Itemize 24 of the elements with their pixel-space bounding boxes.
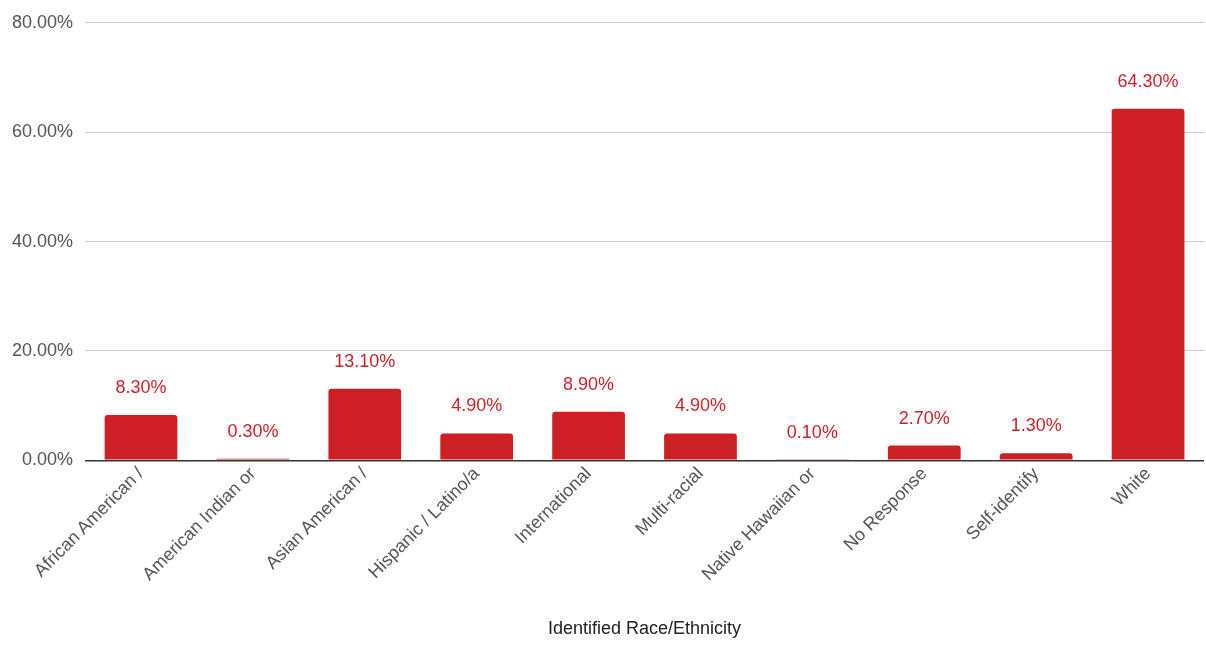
data-label: 8.90% (563, 373, 615, 394)
data-label: 4.90% (451, 395, 503, 416)
bar (440, 433, 514, 460)
y-tick-label: 40.00% (11, 230, 74, 251)
y-tick-label: 60.00% (11, 121, 74, 142)
bar (664, 433, 737, 460)
data-label: 13.10% (334, 350, 396, 371)
bar (328, 388, 402, 460)
data-label: 64.30% (1117, 70, 1179, 91)
data-label: 4.90% (674, 395, 726, 416)
y-tick-label: 80.00% (11, 11, 74, 32)
bar (887, 445, 961, 460)
data-label: 0.30% (227, 420, 279, 441)
y-tick-label: 20.00% (11, 339, 74, 360)
bar (999, 453, 1073, 460)
data-label: 0.10% (786, 421, 838, 442)
data-label: 2.70% (898, 407, 950, 428)
bar (104, 414, 178, 460)
data-label: 8.30% (115, 376, 167, 397)
x-axis-title: Identified Race/Ethnicity (547, 618, 742, 639)
data-label: 1.30% (1010, 415, 1062, 436)
bar (552, 411, 625, 460)
y-tick-label: 0.00% (22, 449, 74, 470)
bar (1111, 108, 1185, 460)
